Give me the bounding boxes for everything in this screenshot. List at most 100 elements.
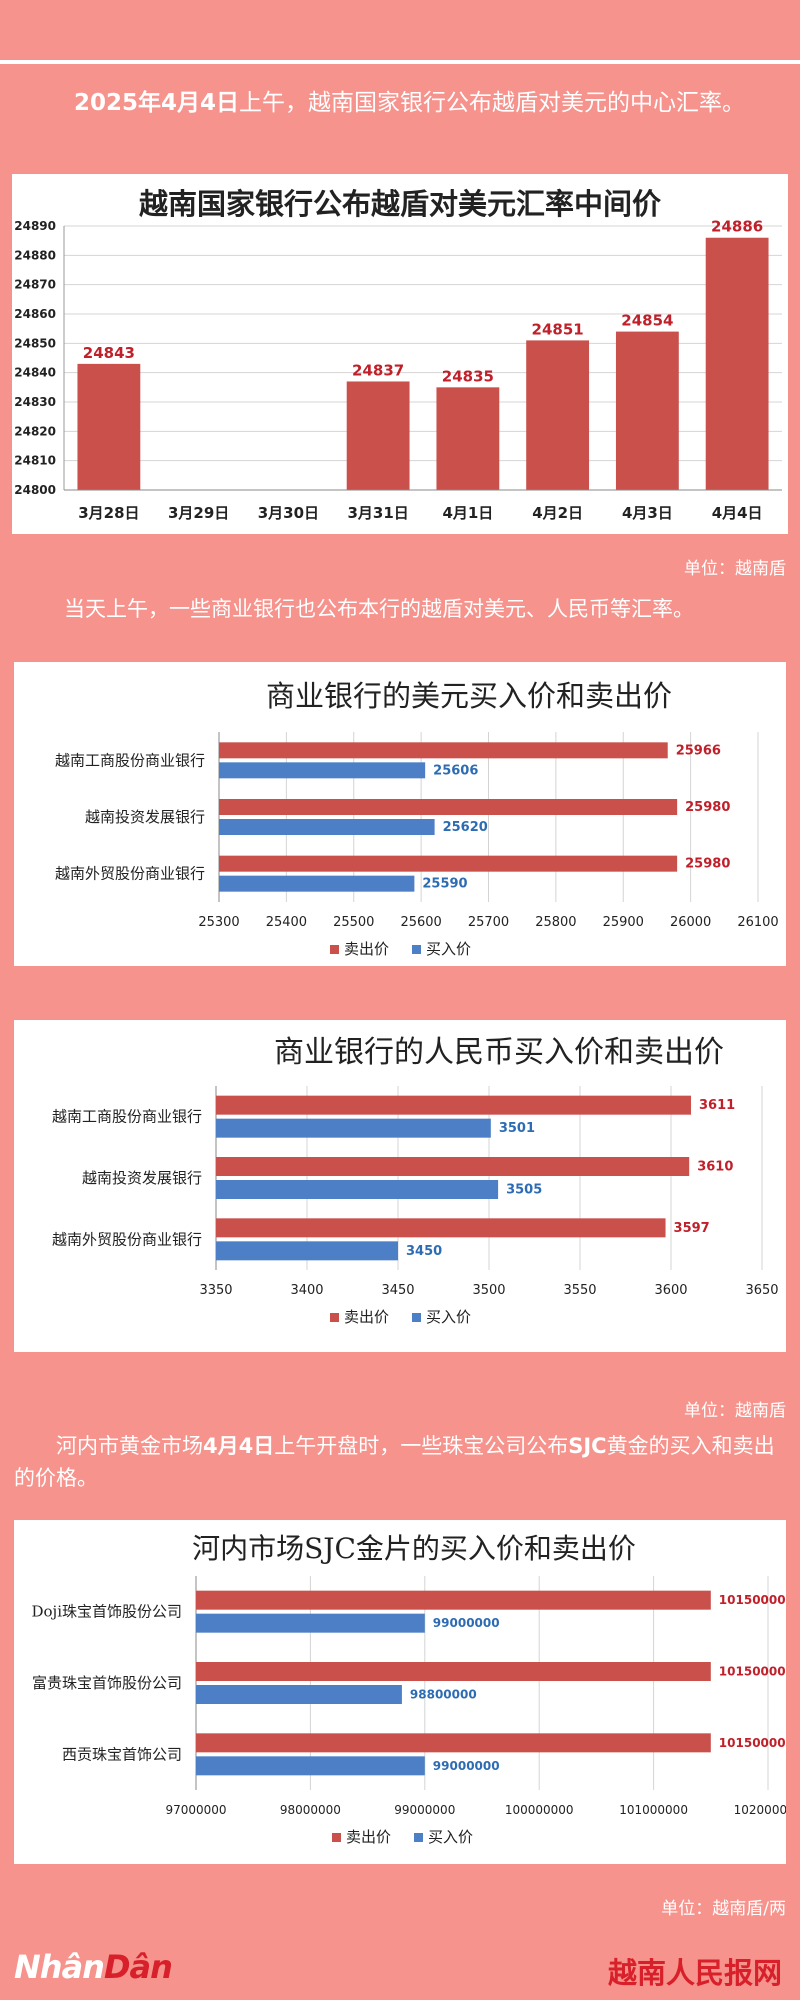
chart-usd-bank-rates: 商业银行的美元买入价和卖出价 25300 25400 25500 25600 25700 2… (55, 679, 779, 958)
y-tick-label: 24890 (14, 219, 56, 233)
x-tick-label: 3月29日 (168, 504, 229, 522)
x-tick-label: 102000000 (734, 1803, 786, 1817)
category-label: 越南外贸股份商业银行 (55, 865, 205, 883)
logo-left-part-a: Nhân (14, 1948, 105, 1986)
chart-central-rate: 越南国家银行公布越盾对美元汇率中间价 24800 24810 24820 24830 24… (14, 187, 782, 522)
x-tick-label: 98000000 (280, 1803, 341, 1817)
sell-bar (196, 1733, 711, 1753)
data-label: 3450 (406, 1244, 442, 1259)
legend-swatch (330, 945, 339, 954)
data-label: 99000000 (433, 1759, 500, 1773)
x-tick-label: 25900 (603, 915, 644, 930)
sell-bar (219, 799, 678, 815)
sell-bar (196, 1662, 711, 1681)
buy-bar (219, 762, 426, 779)
x-tick-label: 97000000 (165, 1803, 226, 1817)
x-tick-label: 25700 (468, 915, 509, 930)
data-label: 101500000 (719, 1593, 786, 1607)
sell-bar (216, 1218, 666, 1238)
buy-bar (216, 1241, 398, 1261)
data-label: 25966 (676, 743, 721, 758)
chart-panel-3: 商业银行的人民币买入价和卖出价 3350 3400 3450 3500 3550 3600 3… (14, 1020, 786, 1352)
legend-label: 买入价 (428, 1828, 473, 1846)
data-label: 101500000 (719, 1736, 786, 1750)
chart-panel-1: 越南国家银行公布越盾对美元汇率中间价 24800 24810 24820 24830 24… (12, 174, 788, 534)
x-tick-label: 4月3日 (622, 504, 673, 522)
buy-bar (219, 819, 435, 835)
sell-bar (216, 1095, 692, 1115)
top-divider (0, 60, 800, 64)
x-tick-label: 99000000 (394, 1803, 455, 1817)
bar (436, 387, 500, 490)
x-tick-label: 3600 (654, 1283, 687, 1298)
x-tick-label: 3650 (745, 1283, 778, 1298)
buy-bar (216, 1180, 499, 1199)
logo-left-part-b: Dân (103, 1948, 173, 1986)
x-tick-label: 25400 (266, 915, 307, 930)
legend-swatch (412, 1313, 421, 1322)
intro-date: 2025年4月4日 (74, 90, 240, 116)
category-label: 越南投资发展银行 (85, 808, 205, 826)
chart-cny-bank-rates: 商业银行的人民币买入价和卖出价 3350 3400 3450 3500 3550 3600 3… (52, 1035, 779, 1326)
y-tick-label: 24870 (14, 278, 56, 292)
x-tick-label: 3月31日 (347, 504, 408, 522)
legend-label: 卖出价 (344, 940, 389, 958)
data-label: 99000000 (433, 1616, 500, 1630)
bar (526, 340, 590, 490)
x-tick-label: 3550 (563, 1283, 596, 1298)
para3-date: 4月4日 (203, 1434, 275, 1458)
bar (77, 363, 141, 490)
category-label: 越南工商股份商业银行 (52, 1108, 202, 1126)
data-label: 98800000 (410, 1688, 477, 1702)
legend-label: 卖出价 (344, 1308, 389, 1326)
data-label: 101500000 (719, 1665, 786, 1679)
legend-swatch (332, 1833, 341, 1842)
buy-bar (216, 1118, 491, 1138)
chart-sjc-gold-prices: 河内市场SJC金片的买入价和卖出价 97000000 98000000 9900000… (31, 1532, 786, 1846)
x-tick-label: 26000 (670, 915, 711, 930)
y-tick-label: 24820 (14, 424, 56, 438)
x-tick-label: 3月30日 (258, 504, 319, 522)
data-label: 25980 (685, 857, 730, 872)
para3-prefix: 河内市黄金市场 (56, 1434, 203, 1458)
category-label: 越南投资发展银行 (82, 1169, 202, 1187)
y-tick-label: 24840 (14, 366, 56, 380)
y-tick-label: 24800 (14, 483, 56, 497)
x-tick-label: 100000000 (505, 1803, 574, 1817)
unit-label-1: 单位：越南盾 (684, 559, 786, 579)
category-label: 越南外贸股份商业银行 (52, 1230, 202, 1248)
chart-title: 河内市场SJC金片的买入价和卖出价 (192, 1532, 636, 1565)
legend-swatch (330, 1313, 339, 1322)
sell-bar (216, 1157, 690, 1176)
x-tick-label: 25300 (198, 915, 239, 930)
x-tick-label: 3400 (290, 1283, 323, 1298)
category-label: 越南工商股份商业银行 (55, 751, 205, 769)
data-label: 3505 (506, 1183, 542, 1198)
data-label: 24837 (352, 361, 404, 379)
bar (615, 331, 679, 490)
data-label: 25590 (422, 877, 467, 892)
legend-swatch (412, 945, 421, 954)
para3-suffix: 黄金的买入和卖出的价格。 (14, 1434, 775, 1490)
x-tick-label: 25800 (535, 915, 576, 930)
unit-label-3: 单位：越南盾/两 (661, 1899, 786, 1919)
x-tick-label: 3350 (199, 1283, 232, 1298)
x-tick-label: 4月2日 (532, 504, 583, 522)
chart-panel-2: 商业银行的美元买入价和卖出价 25300 25400 25500 25600 25700 2… (14, 662, 786, 966)
legend-swatch (414, 1833, 423, 1842)
data-label: 25980 (685, 800, 730, 815)
data-label: 3597 (674, 1221, 710, 1236)
site-name-logo: 越南人民报网 (607, 1956, 782, 1990)
x-tick-label: 3月28日 (78, 504, 139, 522)
chart-title: 商业银行的人民币买入价和卖出价 (274, 1035, 724, 1070)
x-tick-label: 3500 (472, 1283, 505, 1298)
bar (705, 237, 769, 490)
category-label: 富贵珠宝首饰股份公司 (32, 1674, 182, 1692)
y-tick-label: 24880 (14, 248, 56, 262)
para3-sjc: SJC (568, 1434, 607, 1458)
sell-bar (219, 855, 678, 872)
intro-text: 上午，越南国家银行公布越盾对美元的中心汇率。 (239, 90, 746, 116)
chart-title: 越南国家银行公布越盾对美元汇率中间价 (139, 187, 662, 221)
data-label: 3611 (699, 1098, 735, 1113)
x-tick-label: 26100 (737, 915, 778, 930)
